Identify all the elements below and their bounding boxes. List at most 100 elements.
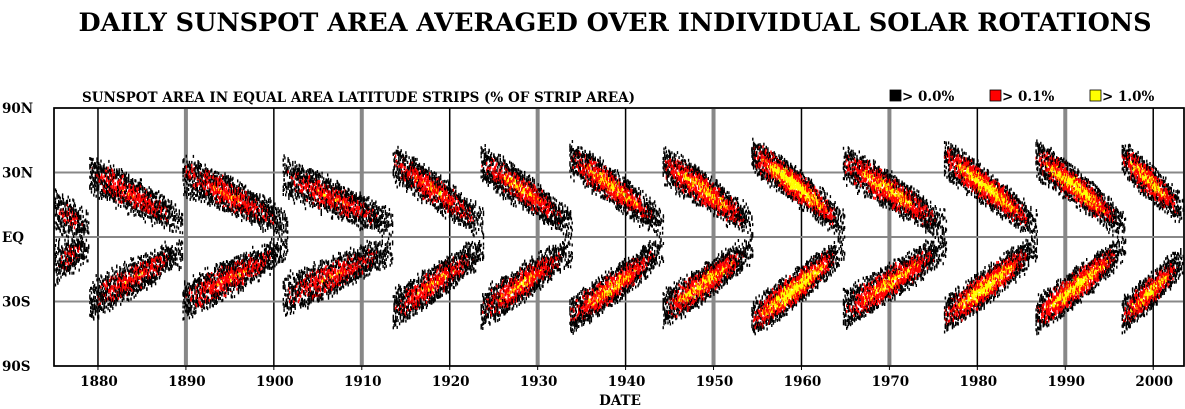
sunspot-cell: [105, 287, 106, 290]
sunspot-cell: [78, 210, 79, 213]
sunspot-cell: [56, 227, 57, 230]
sunspot-cell: [86, 210, 87, 213]
sunspot-cell: [118, 204, 119, 207]
sunspot-cell: [76, 254, 77, 257]
sunspot-cell: [96, 157, 97, 160]
sunspot-cell: [120, 268, 121, 271]
sunspot-cell: [96, 278, 97, 281]
sunspot-cell: [64, 239, 65, 242]
sunspot-cell: [84, 243, 85, 246]
sunspot-cell: [79, 254, 80, 257]
sunspot-cell: [88, 246, 89, 249]
sunspot-cell: [86, 220, 87, 223]
sunspot-cell: [128, 179, 129, 182]
sunspot-cell: [141, 178, 142, 181]
sunspot-cell: [123, 186, 124, 189]
sunspot-cell: [65, 262, 66, 265]
sunspot-cell: [57, 277, 58, 280]
sunspot-cell: [71, 230, 72, 233]
sunspot-cell: [93, 177, 94, 180]
sunspot-cell: [103, 195, 104, 198]
sunspot-cell: [64, 231, 65, 234]
sunspot-cell: [131, 202, 132, 205]
sunspot-cell: [134, 196, 135, 199]
sunspot-cell: [128, 212, 129, 215]
sunspot-cell: [55, 284, 56, 287]
sunspot-cell: [138, 204, 139, 207]
sunspot-cell: [56, 207, 57, 210]
sunspot-cell: [98, 188, 99, 191]
sunspot-cell: [96, 161, 97, 164]
sunspot-cell: [56, 214, 57, 217]
sunspot-cell: [92, 182, 93, 185]
sunspot-cell: [106, 180, 107, 183]
sunspot-cell: [115, 271, 116, 274]
sunspot-cell: [100, 280, 101, 283]
sunspot-cell: [87, 212, 88, 215]
sunspot-cell: [91, 191, 92, 194]
sunspot-cell: [71, 272, 72, 275]
sunspot-cell: [101, 276, 102, 279]
sunspot-cell: [117, 273, 118, 276]
sunspot-cell: [106, 167, 107, 170]
sunspot-cell: [134, 284, 135, 287]
sunspot-cell: [91, 287, 92, 290]
sunspot-cell: [56, 239, 57, 242]
sunspot-cell: [134, 289, 135, 292]
sunspot-cell: [81, 249, 82, 252]
sunspot-cell: [72, 232, 73, 235]
sunspot-cell: [56, 193, 57, 196]
sunspot-cell: [115, 282, 116, 285]
sunspot-cell: [117, 186, 118, 189]
sunspot-cell: [59, 238, 60, 241]
sunspot-cell: [88, 221, 89, 224]
sunspot-cell: [123, 204, 124, 207]
sunspot-cell: [122, 268, 123, 271]
sunspot-cell: [96, 306, 97, 309]
sunspot-cell: [121, 277, 122, 280]
sunspot-cell: [82, 245, 83, 248]
sunspot-cell: [81, 206, 82, 209]
sunspot-cell: [92, 175, 93, 178]
sunspot-cell: [120, 186, 121, 189]
sunspot-cell: [96, 182, 97, 185]
sunspot-cell: [87, 251, 88, 254]
sunspot-cell: [66, 234, 67, 237]
sunspot-cell: [117, 170, 118, 173]
sunspot-cell: [134, 296, 135, 299]
sunspot-cell: [56, 273, 57, 276]
sunspot-cell: [57, 282, 58, 285]
sunspot-cell: [128, 175, 129, 178]
sunspot-cell: [93, 194, 94, 197]
sunspot-cell: [63, 198, 64, 201]
sunspot-cell: [137, 190, 138, 193]
sunspot-cell: [98, 317, 99, 320]
sunspot-cell: [56, 196, 57, 199]
sunspot-cell: [62, 247, 63, 250]
sunspot-cell: [115, 301, 116, 304]
sunspot-cell: [104, 311, 105, 314]
sunspot-cell: [115, 207, 116, 210]
sunspot-cell: [75, 221, 76, 224]
sunspot-cell: [96, 274, 97, 277]
sunspot-cell: [82, 237, 83, 240]
sunspot-cell: [143, 217, 144, 220]
sunspot-cell: [67, 249, 68, 252]
sunspot-cell: [73, 235, 74, 238]
sunspot-cell: [101, 197, 102, 200]
sunspot-cell: [72, 239, 73, 242]
sunspot-cell: [73, 210, 74, 213]
sunspot-cell: [55, 244, 56, 247]
sunspot-cell: [124, 261, 125, 264]
sunspot-cell: [142, 188, 143, 191]
sunspot-cell: [112, 173, 113, 176]
sunspot-cell: [107, 198, 108, 201]
sunspot-cell: [61, 202, 62, 205]
sunspot-cell: [61, 221, 62, 224]
sunspot-cell: [92, 304, 93, 307]
sunspot-cell: [94, 284, 95, 287]
sunspot-cell: [130, 274, 131, 277]
sunspot-cell: [98, 295, 99, 298]
sunspot-cell: [69, 229, 70, 232]
sunspot-cell: [112, 292, 113, 295]
